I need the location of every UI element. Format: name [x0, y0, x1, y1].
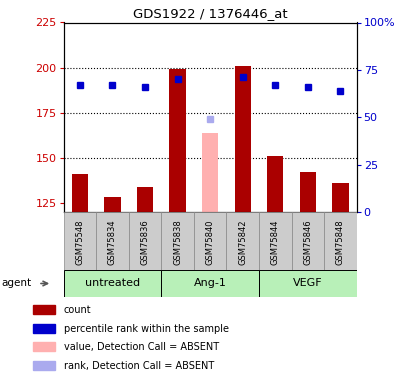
- Bar: [234, 66, 250, 212]
- Bar: [291, 212, 324, 270]
- Bar: [331, 183, 348, 212]
- Bar: [63, 212, 96, 270]
- Bar: [193, 212, 226, 270]
- Text: untreated: untreated: [85, 279, 139, 288]
- Bar: [161, 270, 258, 297]
- Bar: [33, 305, 55, 314]
- Text: GSM75842: GSM75842: [238, 219, 247, 265]
- Text: count: count: [63, 305, 91, 315]
- Bar: [128, 212, 161, 270]
- Bar: [161, 212, 193, 270]
- Bar: [258, 270, 356, 297]
- Text: value, Detection Call = ABSENT: value, Detection Call = ABSENT: [63, 342, 218, 352]
- Text: GSM75548: GSM75548: [75, 219, 84, 265]
- Text: VEGF: VEGF: [292, 279, 322, 288]
- Text: percentile rank within the sample: percentile rank within the sample: [63, 324, 228, 334]
- Title: GDS1922 / 1376446_at: GDS1922 / 1376446_at: [133, 7, 287, 20]
- Bar: [33, 361, 55, 370]
- Bar: [226, 212, 258, 270]
- Text: GSM75846: GSM75846: [303, 219, 312, 265]
- Text: agent: agent: [1, 279, 31, 288]
- Bar: [267, 156, 283, 212]
- Text: Ang-1: Ang-1: [193, 279, 226, 288]
- Bar: [169, 69, 185, 212]
- Bar: [104, 198, 120, 212]
- Bar: [258, 212, 291, 270]
- Bar: [33, 342, 55, 351]
- Bar: [299, 172, 315, 212]
- Bar: [72, 174, 88, 212]
- Text: GSM75838: GSM75838: [173, 219, 182, 265]
- Bar: [33, 324, 55, 333]
- Bar: [63, 270, 161, 297]
- Text: GSM75840: GSM75840: [205, 219, 214, 265]
- Text: GSM75844: GSM75844: [270, 219, 279, 265]
- Bar: [96, 212, 128, 270]
- Text: rank, Detection Call = ABSENT: rank, Detection Call = ABSENT: [63, 361, 213, 371]
- Bar: [324, 212, 356, 270]
- Text: GSM75836: GSM75836: [140, 219, 149, 265]
- Text: GSM75834: GSM75834: [108, 219, 117, 265]
- Text: GSM75848: GSM75848: [335, 219, 344, 265]
- Bar: [137, 187, 153, 212]
- Bar: [202, 132, 218, 212]
